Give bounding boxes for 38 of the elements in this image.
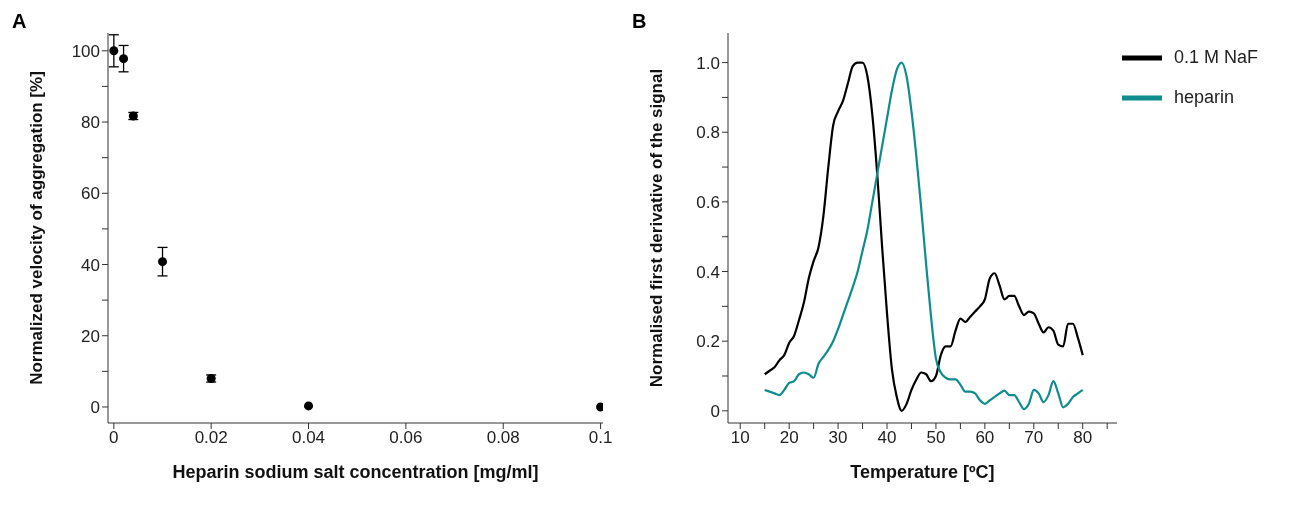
x-tick-label: 0 xyxy=(109,428,119,448)
y-tick-label: 1.0 xyxy=(696,53,720,73)
y-tick-label: 60 xyxy=(81,184,100,204)
y-tick-label: 100 xyxy=(71,41,100,61)
y-tick-label: 0 xyxy=(710,401,720,421)
x-tick-label: 50 xyxy=(926,428,946,448)
x-tick-label: 10 xyxy=(730,428,750,448)
x-axis-title: Heparin sodium salt concentration [mg/ml] xyxy=(172,462,539,482)
x-tick-label: 40 xyxy=(877,428,897,448)
point xyxy=(109,46,119,56)
y-tick-label: 0.8 xyxy=(696,123,720,143)
point xyxy=(304,401,314,411)
y-tick-label: 40 xyxy=(81,255,100,275)
legend-label: 0.1 M NaF xyxy=(1173,46,1258,67)
y-axis-title: Normalised first derivative of the signal xyxy=(647,68,667,388)
x-tick-label: 30 xyxy=(828,428,848,448)
y-tick-label: 0.2 xyxy=(696,332,720,352)
x-tick-label: 70 xyxy=(1024,428,1044,448)
y-tick-label: 80 xyxy=(81,113,100,133)
x-axis-title: Temperature [ºC] xyxy=(850,462,995,482)
point xyxy=(158,257,168,267)
y-tick-label: 0 xyxy=(90,398,100,418)
x-tick-label: 80 xyxy=(1073,428,1093,448)
y-tick-label: 0.6 xyxy=(696,192,720,212)
x-tick-label: 0.08 xyxy=(486,428,520,448)
y-axis-title: Normalized velocity of aggregation [%] xyxy=(27,71,47,385)
x-tick-label: 0.1 xyxy=(588,428,613,448)
x-tick-label: 0.02 xyxy=(194,428,228,448)
x-tick-label: 60 xyxy=(975,428,995,448)
point xyxy=(119,54,129,64)
x-tick-label: 0.06 xyxy=(389,428,423,448)
legend-label: heparin xyxy=(1173,86,1235,107)
x-tick-label: 0.04 xyxy=(291,428,326,448)
x-tick-label: 20 xyxy=(779,428,799,448)
y-tick-label: 0.4 xyxy=(696,262,720,282)
y-tick-label: 20 xyxy=(81,326,100,346)
chart-title: B xyxy=(632,10,647,33)
chart-title: A xyxy=(12,10,27,33)
